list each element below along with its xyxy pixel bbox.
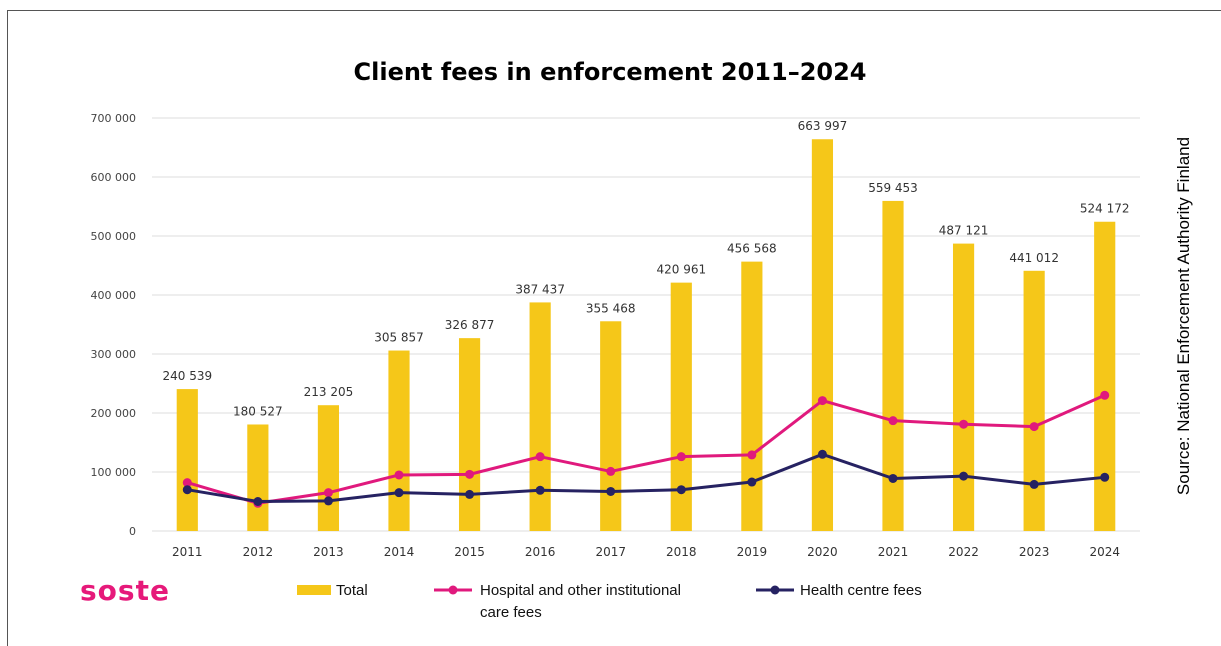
bar-data-label: 305 857 — [374, 331, 424, 345]
health-point — [535, 485, 545, 495]
hospital-point — [959, 419, 969, 429]
x-tick-label: 2014 — [384, 545, 415, 559]
bar-data-label: 420 961 — [656, 263, 706, 277]
x-tick-label: 2019 — [737, 545, 768, 559]
bar-data-label: 663 997 — [798, 119, 848, 133]
hospital-point — [465, 469, 475, 479]
x-tick-label: 2013 — [313, 545, 344, 559]
bar-total — [1094, 221, 1116, 531]
legend-swatch-total — [297, 585, 331, 595]
x-tick-label: 2023 — [1019, 545, 1050, 559]
bar-total — [811, 139, 834, 532]
chart-frame — [7, 10, 1221, 646]
legend-swatches — [297, 585, 794, 595]
legend-label-hospital: Hospital and other institutional care fe… — [480, 580, 681, 624]
lines — [182, 390, 1110, 508]
bar-data-label: 456 568 — [727, 242, 777, 256]
legend-marker-hospital — [448, 585, 458, 595]
bar-data-label: 524 172 — [1080, 202, 1130, 216]
bar-total — [1023, 270, 1045, 531]
health-line — [187, 452, 1105, 503]
y-tick-label: 400 000 — [91, 289, 137, 302]
bar-total — [600, 321, 622, 531]
y-tick-label: 600 000 — [91, 171, 137, 184]
bar-total — [952, 243, 975, 531]
hospital-point — [747, 450, 757, 460]
hospital-point — [1100, 390, 1110, 400]
health-point — [323, 496, 333, 506]
bar-total — [529, 302, 551, 531]
x-tick-label: 2017 — [595, 545, 626, 559]
hospital-point — [1029, 422, 1039, 432]
x-tick-label: 2024 — [1089, 545, 1120, 559]
health-point — [394, 488, 404, 498]
health-point — [676, 485, 686, 495]
health-point — [888, 473, 898, 483]
bar-data-label: 213 205 — [304, 385, 354, 399]
hospital-point — [676, 452, 686, 462]
bar-total — [741, 261, 763, 531]
hospital-line — [186, 393, 1106, 505]
bar-total — [670, 282, 692, 531]
bar-data-label: 326 877 — [445, 318, 495, 332]
source-note: Source: National Enforcement Authority F… — [1174, 136, 1193, 496]
y-tick-label: 100 000 — [91, 466, 137, 479]
bar-total — [176, 389, 198, 531]
legend-label-total: Total — [336, 582, 368, 599]
x-tick-label: 2018 — [666, 545, 697, 559]
chart-title: Client fees in enforcement 2011–2024 — [353, 58, 867, 86]
bar-data-label: 559 453 — [868, 181, 918, 195]
y-tick-label: 300 000 — [91, 348, 137, 361]
bar-labels: 240 539 180 527 213 205 305 857 326 877 387 4… — [162, 119, 1129, 418]
hospital-point — [888, 416, 898, 426]
legend-label-health: Health centre fees — [800, 582, 922, 599]
bars-total — [176, 139, 1116, 532]
axis-labels: 0 100 000 200 000 300 000 400 000 500 000 600 … — [91, 112, 1120, 559]
health-point — [606, 486, 616, 496]
x-tick-label: 2012 — [243, 545, 274, 559]
legend-label-hospital-line1: Hospital and other institutional — [480, 582, 681, 599]
bar-total — [247, 424, 269, 531]
bar-data-label: 240 539 — [162, 369, 212, 383]
gridlines — [152, 117, 1140, 532]
legend-marker-health — [770, 585, 780, 595]
hospital-point — [606, 466, 616, 476]
soste-logo: soste — [80, 574, 170, 607]
x-tick-label: 2022 — [948, 545, 979, 559]
hospital-point — [182, 478, 192, 488]
bar-data-label: 441 012 — [1009, 251, 1059, 265]
bar-total — [317, 405, 340, 531]
bar-data-label: 487 121 — [939, 224, 989, 238]
health-point — [817, 449, 827, 459]
bar-data-label: 355 468 — [586, 301, 636, 315]
x-tick-label: 2021 — [878, 545, 909, 559]
bar-total — [458, 338, 481, 531]
y-tick-label: 200 000 — [91, 407, 137, 420]
y-tick-label: 700 000 — [91, 112, 137, 125]
bar-total — [388, 350, 410, 531]
x-tick-label: 2011 — [172, 545, 203, 559]
hospital-point — [394, 470, 404, 480]
health-point — [1029, 479, 1039, 489]
x-tick-label: 2015 — [454, 545, 485, 559]
y-tick-label: 500 000 — [91, 230, 137, 243]
health-point — [182, 485, 192, 495]
health-point — [747, 477, 757, 487]
health-point — [1100, 472, 1110, 482]
health-point — [253, 497, 263, 506]
hospital-point — [535, 452, 545, 462]
bar-total — [882, 200, 904, 531]
legend-label-hospital-line2: care fees — [480, 604, 542, 621]
y-tick-label: 0 — [129, 525, 136, 538]
x-tick-label: 2020 — [807, 545, 838, 559]
hospital-point — [323, 488, 333, 498]
health-point — [465, 489, 475, 499]
x-tick-label: 2016 — [525, 545, 556, 559]
hospital-point — [817, 396, 827, 406]
bar-data-label: 387 437 — [515, 282, 565, 296]
health-point — [959, 471, 969, 481]
bar-data-label: 180 527 — [233, 404, 283, 418]
